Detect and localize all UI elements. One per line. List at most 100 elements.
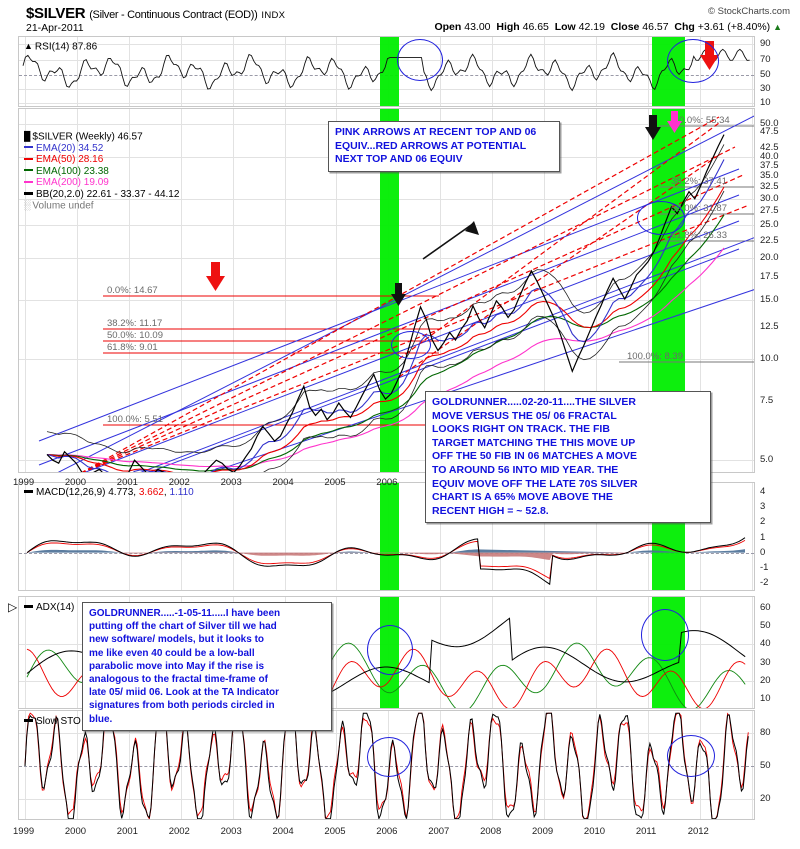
fib-right-label: 61.8%: 26.33: [671, 230, 727, 241]
sto-legend: Slow STO: [24, 716, 81, 728]
fib-right-label: 0.0%: 55.34: [679, 115, 730, 126]
legend-ema50-row: EMA(50) 28.16: [24, 154, 179, 166]
gridline-vertical: [232, 483, 234, 590]
rsi-circle-2011: [667, 39, 719, 83]
close-value: 46.57: [642, 21, 669, 33]
y-axis-tick-label: 32.5: [760, 181, 779, 193]
fib-left-label: 100.0%: 5.51: [107, 414, 163, 425]
gridline-vertical: [492, 711, 494, 819]
legend-bb-row: BB(20,2.0) 22.61 - 33.37 - 44.12: [24, 189, 179, 201]
symbol-ticker: $SILVER: [26, 5, 86, 22]
callout-gr-price-line-8: RECENT HIGH = ~ 52.8.: [432, 504, 549, 517]
gridline-vertical: [544, 711, 545, 819]
y-axis-tick-label: 40.0: [760, 150, 779, 162]
adx-legend: ADX(14): [24, 602, 74, 614]
chg-up-triangle-icon: ▲: [773, 22, 782, 32]
y-axis-tick-label: 12.5: [760, 320, 779, 332]
x-axis-tick-label: 2009: [532, 826, 554, 837]
red-dashed-fan: [81, 116, 750, 472]
x-axis-tick-label: 2007: [428, 826, 450, 837]
y-axis-tick-label: 30: [760, 83, 771, 94]
x-axis-tick-label: 2011: [635, 826, 657, 837]
y-axis-tick-label: 50: [760, 69, 771, 80]
x-axis-tick-label: 2005: [324, 826, 346, 837]
gridline-vertical: [25, 483, 26, 590]
adx-circle-2006: [367, 625, 413, 675]
gridline-vertical: [751, 483, 753, 590]
fib-right-label: 50.0%: 31.87: [671, 203, 727, 214]
price-legend: █ $SILVER (Weekly) 46.57 EMA(20) 34.52 EM…: [24, 131, 179, 212]
x-axis-tick-label: 1999: [13, 826, 35, 837]
macd-value-blue: 1.110: [169, 487, 194, 498]
y-axis-tick-label: -1: [760, 561, 769, 573]
callout-gr-adx-line-4: parabolic move into May if the rise is: [89, 660, 265, 672]
price-legend-title-row: █ $SILVER (Weekly) 46.57: [24, 131, 179, 143]
y-axis-tick-label: 60: [760, 601, 771, 613]
callout-gr-price-line-2: LOOKS RIGHT ON TRACK. THE FIB: [432, 423, 610, 436]
ema20-swatch-icon: [24, 146, 33, 149]
callout-arrows-line-0: PINK ARROWS AT RECENT TOP AND 06: [335, 126, 537, 138]
gridline-vertical: [492, 37, 494, 106]
price-legend-title: $SILVER (Weekly) 46.57: [32, 131, 143, 143]
open-value: 43.00: [464, 21, 491, 33]
callout-gr-adx-line-6: late 05/ miid 06. Look at the TA Indicat…: [89, 687, 280, 699]
fib-right-label: 100.0%: 8.39: [627, 351, 683, 362]
ema100-label: EMA(100) 23.38: [36, 165, 109, 177]
low-value: 42.19: [578, 21, 605, 33]
black-breakout-arrow-icon: [422, 221, 479, 260]
gridline-vertical: [76, 109, 78, 472]
y-axis-tick-label: 70: [760, 54, 771, 65]
y-axis-tick-label: 20: [760, 793, 771, 804]
rsi-plot: [22, 48, 750, 92]
gridline-vertical: [284, 37, 286, 106]
gridline-vertical: [699, 109, 701, 472]
gridline-vertical: [25, 109, 26, 472]
callout-arrows-line-1: EQUIV...RED ARROWS AT POTENTIAL: [335, 139, 527, 152]
y-axis-tick-label: 2: [760, 516, 766, 528]
y-axis-tick-label: 30.0: [760, 192, 779, 204]
adx-swatch-icon: [24, 605, 33, 608]
gridline-vertical: [232, 711, 234, 819]
adx-legend-label: ADX(14): [36, 602, 75, 613]
y-axis-tick-label: 7.5: [760, 395, 774, 407]
gridline-vertical: [647, 711, 649, 819]
open-label: Open: [434, 21, 462, 33]
fib-left-lines: [103, 295, 439, 426]
rsi-indicator-icon: ▲: [24, 41, 33, 51]
gridline-vertical: [440, 483, 442, 590]
y-axis-tick-label: 50: [760, 620, 771, 632]
y-axis-tick-label: 10: [760, 97, 771, 108]
x-axis-tick-label: 2002: [168, 477, 190, 488]
gridline-horizontal: [19, 799, 754, 800]
gridline-vertical: [76, 483, 78, 590]
y-axis-tick-label: 27.5: [760, 205, 779, 217]
y-axis-tick-label: 10.0: [760, 353, 779, 365]
x-axis-tick-label: 2002: [168, 826, 190, 837]
stockcharts-brand: © StockCharts.com: [708, 6, 790, 17]
callout-gr-adx-line-0: GOLDRUNNER.....-1-05-11.....I have been: [89, 608, 281, 619]
y-axis-tick-label: 25.0: [760, 219, 779, 231]
gridline-vertical: [595, 711, 597, 819]
y-axis-tick-label: 3: [760, 501, 766, 513]
callout-goldrunner-adx: GOLDRUNNER.....-1-05-11.....I have been …: [82, 602, 332, 731]
black-down-arrow-2011-icon: [645, 115, 661, 140]
highlight-band-2006-macd: [380, 483, 399, 590]
y-axis-tick-label: -2: [760, 576, 769, 588]
x-axis-tick-label: 1999: [13, 477, 35, 488]
callout-gr-price-line-7: CHART IS A 65% MOVE ABOVE THE: [432, 491, 613, 504]
callout-gr-price-line-4: OFF THE 50 FIB IN 06 MATCHES A MOVE: [432, 450, 637, 463]
ema200-label: EMA(200) 19.09: [36, 177, 109, 189]
symbol-exchange: INDX: [261, 10, 286, 21]
rsi-red-arrow-layer: [700, 41, 719, 70]
gridline-vertical: [595, 483, 597, 590]
ema50-label: EMA(50) 28.16: [36, 154, 104, 166]
x-axis-tick-label: 2006: [376, 826, 398, 837]
ema200-swatch-icon: [24, 180, 33, 183]
chart-date: 21-Apr-2011: [26, 22, 84, 34]
callout-gr-price-line-0: GOLDRUNNER.....02-20-11....THE SILVER: [432, 396, 637, 408]
fib-left-label: 38.2%: 11.17: [107, 318, 163, 329]
callout-gr-adx-line-8: blue.: [89, 713, 113, 725]
y-axis-tick-label: 40: [760, 638, 771, 650]
callout-gr-adx-line-5: analogous to the fractal time-frame of: [89, 674, 268, 686]
gridline-vertical: [595, 37, 597, 106]
